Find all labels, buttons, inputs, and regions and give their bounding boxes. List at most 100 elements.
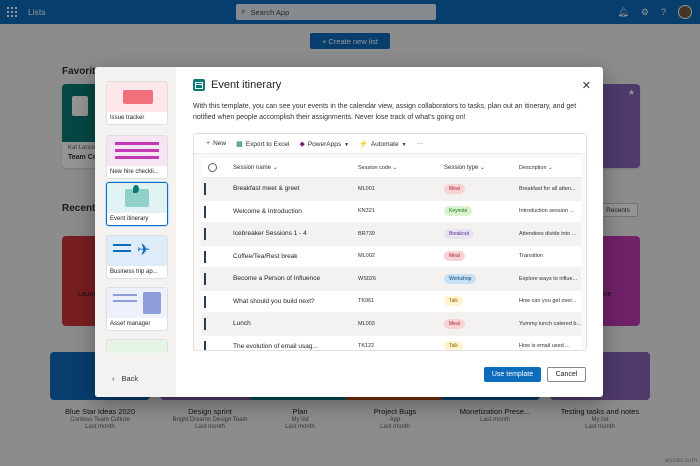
- list-date: Last month: [85, 424, 115, 430]
- comment-icon[interactable]: ▭: [349, 326, 356, 327]
- list-owner: App: [389, 417, 401, 423]
- list-card-label[interactable]: Blue Star Ideas 2020 Contoso Team Cultur…: [45, 407, 155, 430]
- session-code-cell: ML001: [358, 185, 375, 192]
- plus-icon: +: [206, 140, 211, 147]
- cancel-button[interactable]: Cancel: [547, 367, 586, 382]
- session-name-cell[interactable]: What should you build next?▭: [223, 298, 358, 305]
- description-cell: Breakfast for all atten...: [519, 185, 576, 192]
- column-header-session-name[interactable]: Session name ⌄: [233, 165, 278, 171]
- automate-button[interactable]: ⚡ Automate ▼: [359, 140, 407, 148]
- session-name-cell[interactable]: Coffee/Tea/Rest break: [233, 252, 298, 260]
- session-name-cell[interactable]: The evolution of email usag...: [233, 342, 318, 350]
- list-owner: Contoso Team Culture: [70, 417, 130, 423]
- session-name-cell[interactable]: Become a Person of Influence: [233, 275, 321, 283]
- session-type-pill: Breakout: [444, 228, 475, 239]
- session-type-pill: Talk: [444, 296, 463, 307]
- table-row[interactable]: Become a Person of Influence WS026 Worksho…: [201, 268, 581, 291]
- column-header-session-code[interactable]: Session code ⌄: [358, 164, 398, 171]
- row-indicator: [204, 273, 206, 285]
- table-row[interactable]: Lunch▭ML003 Meal Yummy lunch catered b...: [201, 313, 581, 336]
- column-header-description[interactable]: Description ⌄: [519, 164, 553, 171]
- template-dialog: Issue tracker New hire checkli... Event …: [95, 67, 603, 397]
- close-icon[interactable]: ✕: [581, 80, 591, 92]
- more-options-icon[interactable]: ···: [416, 140, 424, 147]
- command-bar: + New ▦ Export to Excel ◆ PowerApps ▼ ⚡ Autom…: [194, 134, 586, 154]
- help-icon[interactable]: ?: [660, 7, 666, 17]
- session-type-pill: Meal: [444, 318, 465, 329]
- table-row[interactable]: Icebreaker Sessions 1 - 4 BR739 Breakout At…: [201, 223, 581, 246]
- avatar[interactable]: [678, 5, 692, 19]
- search-placeholder: Search App: [250, 7, 290, 17]
- description-cell: Yummy lunch catered b...: [519, 320, 581, 327]
- table-row[interactable]: Coffee/Tea/Rest break ML002 Meal Transition: [201, 246, 581, 268]
- table-row[interactable]: Welcome & Introduction▭KN321 Keynote Intro…: [201, 201, 581, 223]
- template-thumbnail: [107, 136, 167, 166]
- session-name-cell[interactable]: Welcome & Introduction▭: [223, 208, 358, 215]
- session-code-cell: BR739: [358, 230, 375, 237]
- back-button[interactable]: ‹ Back: [112, 374, 138, 383]
- description-cell: Introduction session ...: [519, 208, 575, 215]
- template-partial[interactable]: [106, 339, 168, 353]
- template-preview: + New ▦ Export to Excel ◆ PowerApps ▼ ⚡ Autom…: [193, 133, 587, 351]
- star-icon[interactable]: ★: [627, 88, 635, 97]
- table-row[interactable]: Breakfast meet & greet ML001 Meal Breakfast…: [201, 178, 581, 201]
- comment-icon[interactable]: ▭: [349, 214, 356, 215]
- session-code-cell: ML003: [358, 320, 375, 327]
- list-title: Project Bugs: [373, 407, 417, 416]
- session-name-cell[interactable]: Breakfast meet & greet: [233, 185, 300, 193]
- session-type-cell: Talk: [444, 296, 519, 307]
- recent-card-title: ove: [600, 291, 612, 298]
- session-type-cell: Breakout: [444, 228, 519, 239]
- gear-icon[interactable]: ⚙: [640, 6, 649, 17]
- app-name[interactable]: Lists: [28, 7, 46, 17]
- list-card-label[interactable]: Monetization Prese... Last month: [440, 407, 550, 423]
- session-type-pill: Talk: [444, 341, 463, 350]
- session-name-cell[interactable]: Lunch▭: [223, 320, 358, 327]
- template-business-trip[interactable]: ✈ Business trip ap...: [106, 235, 168, 279]
- list-date: Last month: [480, 417, 510, 423]
- favorite-name: Team Con: [68, 154, 102, 161]
- list-card-label[interactable]: Design sprint Bright Dreams Design Team …: [155, 407, 265, 430]
- table-row[interactable]: What should you build next?▭TK961 Talk How…: [201, 291, 581, 313]
- description-cell: How is email used ...: [519, 343, 570, 350]
- search-input[interactable]: ⌕ Search App: [236, 4, 436, 20]
- create-new-list-button[interactable]: + Create new list: [310, 33, 390, 49]
- recent-title: Recent: [62, 203, 96, 214]
- chevron-down-icon: ▼: [344, 141, 350, 148]
- session-code-cell: TK122: [358, 343, 375, 350]
- waffle-icon[interactable]: [0, 0, 24, 24]
- export-to-excel-button[interactable]: ▦ Export to Excel: [236, 140, 290, 148]
- session-name-cell[interactable]: Icebreaker Sessions 1 - 4: [233, 230, 307, 238]
- list-owner: My list: [591, 417, 609, 423]
- new-button[interactable]: + New: [206, 140, 227, 147]
- session-type-pill: Workshop: [444, 273, 477, 284]
- comment-icon[interactable]: ▭: [349, 304, 356, 305]
- row-indicator: [204, 228, 206, 240]
- template-asset-manager[interactable]: Asset manager: [106, 287, 168, 331]
- list-title: Plan: [292, 407, 308, 416]
- top-bar: Lists ⌕ Search App 🔔︎ ⚙ ?: [0, 0, 700, 24]
- session-type-pill: Keynote: [444, 206, 473, 217]
- template-new-hire-checklist[interactable]: New hire checkli...: [106, 135, 168, 179]
- list-card-label[interactable]: Testing tasks and notes My list Last mon…: [545, 407, 655, 430]
- recents-dropdown[interactable]: Recents: [598, 203, 638, 217]
- description-cell: Attendees divide into ...: [519, 230, 577, 237]
- row-indicator: [204, 205, 206, 218]
- session-type-pill: Meal: [444, 251, 465, 262]
- template-label: Issue tracker: [110, 115, 145, 121]
- select-all-checkbox[interactable]: [207, 163, 217, 172]
- list-card-label[interactable]: Plan My list Last month: [245, 407, 355, 430]
- search-icon: ⌕: [241, 7, 246, 16]
- template-event-itinerary[interactable]: Event itinerary: [106, 182, 168, 226]
- powerapps-button[interactable]: ◆ PowerApps ▼: [299, 140, 350, 148]
- template-issue-tracker[interactable]: Issue tracker: [106, 81, 168, 125]
- list-owner: Bright Dreams Design Team: [172, 417, 248, 423]
- column-header-session-type[interactable]: Session type ⌄: [444, 165, 486, 171]
- bell-icon[interactable]: 🔔︎: [617, 6, 629, 17]
- table-row[interactable]: The evolution of email usag... TK122 Talk H…: [201, 336, 581, 350]
- row-indicator: [204, 318, 206, 330]
- favorite-card[interactable]: ★: [598, 84, 640, 168]
- chevron-down-icon: ▼: [401, 141, 407, 148]
- list-card-label[interactable]: Project Bugs App Last month: [340, 407, 450, 430]
- use-template-button[interactable]: Use template: [484, 367, 541, 382]
